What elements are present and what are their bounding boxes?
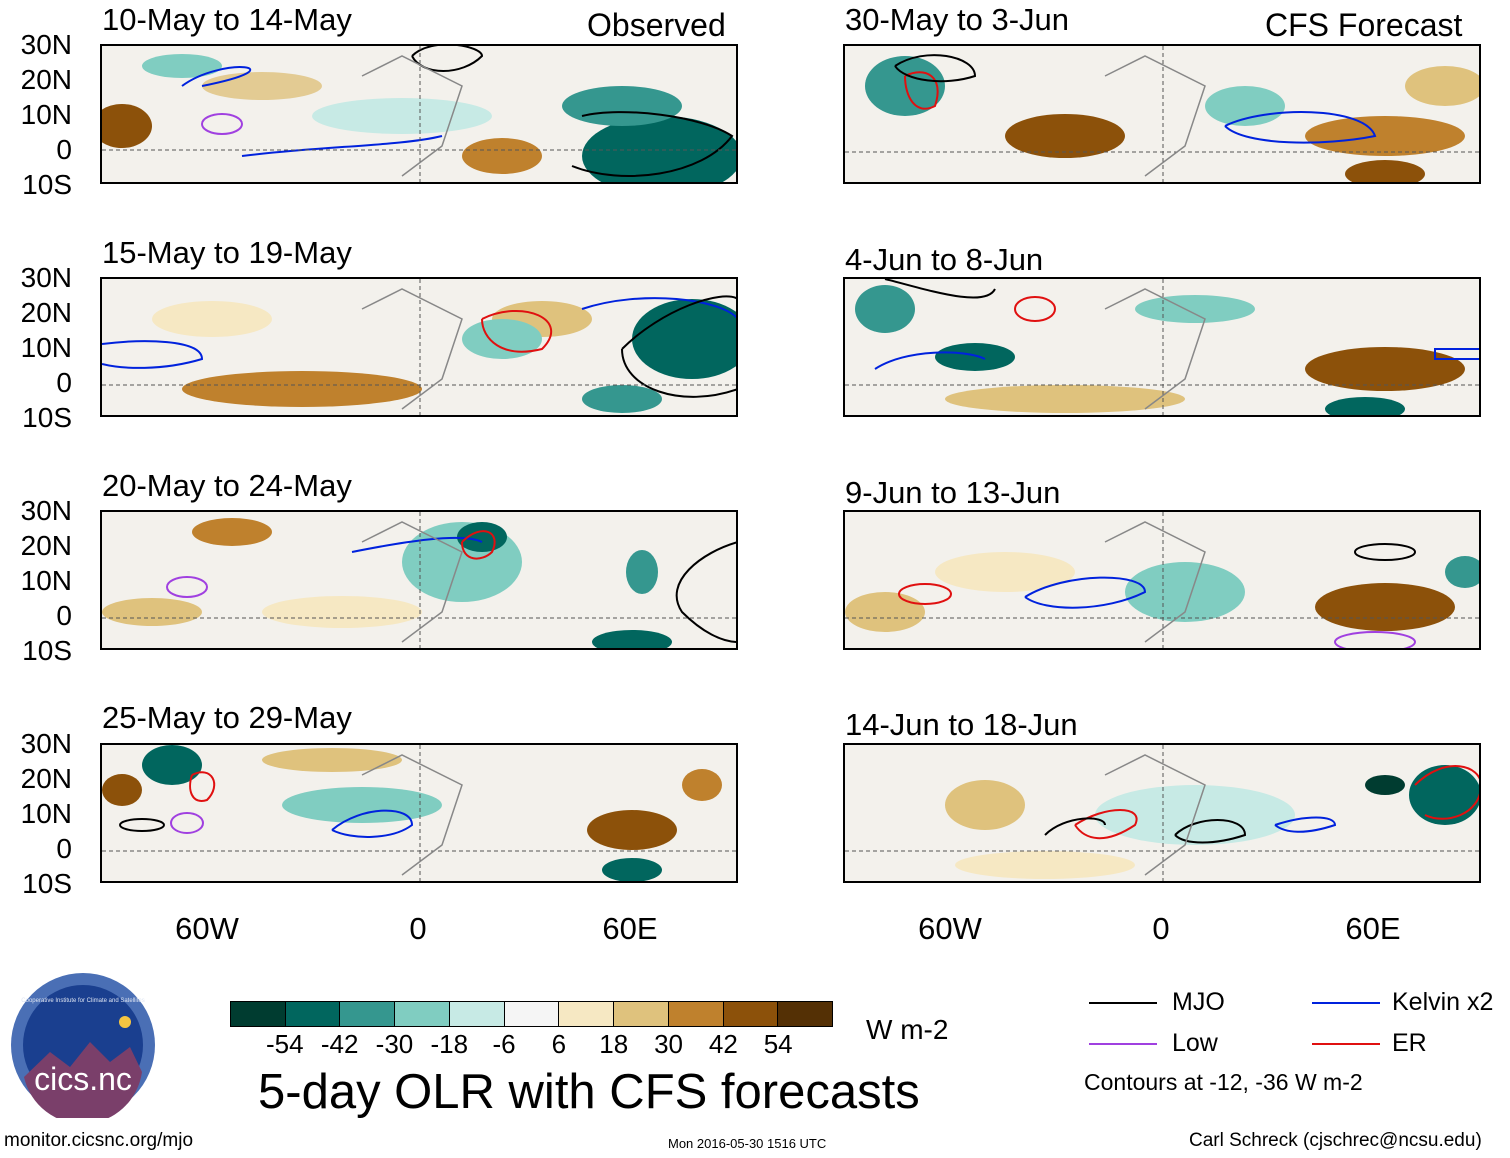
- lon-label-0-left: 0: [409, 911, 427, 946]
- lat-label: 10N: [20, 565, 72, 596]
- map-panel-obs-1: [100, 44, 738, 184]
- lat-label: 20N: [20, 297, 72, 328]
- lat-label: 10S: [22, 402, 72, 433]
- lat-label: 30N: [20, 495, 72, 526]
- colorbar-swatch: [504, 1002, 560, 1026]
- lat-label: 20N: [20, 763, 72, 794]
- lat-label: 20N: [20, 530, 72, 561]
- colorbar-swatch: [231, 1002, 286, 1026]
- map-panel-obs-4: [100, 743, 738, 883]
- panel-title-obs-4: 25-May to 29-May: [102, 700, 352, 735]
- legend-label-mjo: MJO: [1172, 988, 1225, 1016]
- colorbar-swatch: [668, 1002, 724, 1026]
- colorbar-swatch: [723, 1002, 779, 1026]
- panel-title-obs-1: 10-May to 14-May: [102, 2, 352, 37]
- colorbar-label: -54: [266, 1029, 304, 1059]
- colorbar-label: 30: [654, 1029, 683, 1059]
- legend-line-kelvin: [1312, 1002, 1380, 1004]
- observed-header: Observed: [587, 7, 726, 43]
- footer-url: monitor.cicsnc.org/mjo: [4, 1130, 194, 1151]
- logo-text: cics.nc: [34, 1061, 132, 1097]
- colorbar-units: W m-2: [866, 1014, 949, 1045]
- lat-label: 30N: [20, 29, 72, 60]
- lat-label: 30N: [20, 262, 72, 293]
- colorbar-label: 18: [599, 1029, 629, 1059]
- map-panel-obs-3: [100, 510, 738, 650]
- panel-title-fcst-1: 30-May to 3-Jun: [845, 2, 1069, 37]
- legend-note: Contours at -12, -36 W m-2: [1084, 1069, 1363, 1095]
- lat-label: 0: [56, 833, 72, 864]
- panel-title-fcst-4: 14-Jun to 18-Jun: [845, 707, 1078, 742]
- lat-label: 0: [56, 600, 72, 631]
- map-panel-fcst-1: [843, 44, 1481, 184]
- colorbar-label: 6: [551, 1029, 567, 1059]
- main-title: 5-day OLR with CFS forecasts: [258, 1065, 920, 1119]
- legend-line-low: [1089, 1043, 1157, 1045]
- legend-line-mjo: [1089, 1002, 1157, 1004]
- panel-title-obs-3: 20-May to 24-May: [102, 468, 352, 503]
- panel-title-fcst-2: 4-Jun to 8-Jun: [845, 242, 1044, 277]
- map-panel-fcst-4: [843, 743, 1481, 883]
- colorbar-label: -18: [430, 1029, 469, 1059]
- legend-label-er: ER: [1392, 1029, 1427, 1057]
- panel-title-obs-2: 15-May to 19-May: [102, 235, 352, 270]
- lat-label: 0: [56, 367, 72, 398]
- lat-label: 0: [56, 134, 72, 165]
- lat-label: 10N: [20, 332, 72, 363]
- legend-label-kelvin: Kelvin x2: [1392, 988, 1494, 1016]
- lat-label: 20N: [20, 64, 72, 95]
- lat-label: 10N: [20, 99, 72, 130]
- map-panel-obs-2: [100, 277, 738, 417]
- colorbar-swatch: [778, 1002, 833, 1026]
- lon-label-0-right: 0: [1152, 911, 1170, 946]
- footer-author: Carl Schreck (cjschrec@ncsu.edu): [1189, 1130, 1482, 1151]
- colorbar-swatch: [395, 1002, 450, 1026]
- map-panel-fcst-3: [843, 510, 1481, 650]
- lon-label-60e-right: 60E: [1345, 911, 1401, 946]
- colorbar-swatch: [614, 1002, 669, 1026]
- legend-label-low: Low: [1172, 1029, 1218, 1057]
- colorbar-label: 42: [708, 1029, 738, 1059]
- colorbar-label: -30: [375, 1029, 414, 1059]
- colorbar-label: -42: [320, 1029, 359, 1059]
- logo-ring-text: Cooperative Institute for Climate and Sa…: [21, 998, 144, 1004]
- colorbar-swatch: [559, 1002, 615, 1026]
- legend-line-er: [1312, 1043, 1380, 1045]
- colorbar-swatch: [340, 1002, 396, 1026]
- lon-label-60w-right: 60W: [918, 911, 982, 946]
- map-panel-fcst-2: [843, 277, 1481, 417]
- lon-label-60w-left: 60W: [175, 911, 239, 946]
- colorbar-swatch: [449, 1002, 505, 1026]
- colorbar: [230, 1001, 833, 1027]
- colorbar-swatch: [285, 1002, 341, 1026]
- colorbar-label: 54: [763, 1029, 793, 1059]
- lon-label-60e-left: 60E: [602, 911, 658, 946]
- lat-label: 10S: [22, 169, 72, 200]
- cics-logo: cics.nc Cooperative Institute for Climat…: [10, 972, 156, 1124]
- colorbar-label: -6: [492, 1029, 516, 1059]
- forecast-header: CFS Forecast: [1265, 7, 1463, 43]
- lat-label: 10N: [20, 798, 72, 829]
- lat-label: 10S: [22, 868, 72, 899]
- footer-timestamp: Mon 2016-05-30 1516 UTC: [668, 1136, 827, 1151]
- panel-title-fcst-3: 9-Jun to 13-Jun: [845, 475, 1061, 510]
- lat-label: 30N: [20, 728, 72, 759]
- lat-label: 10S: [22, 635, 72, 666]
